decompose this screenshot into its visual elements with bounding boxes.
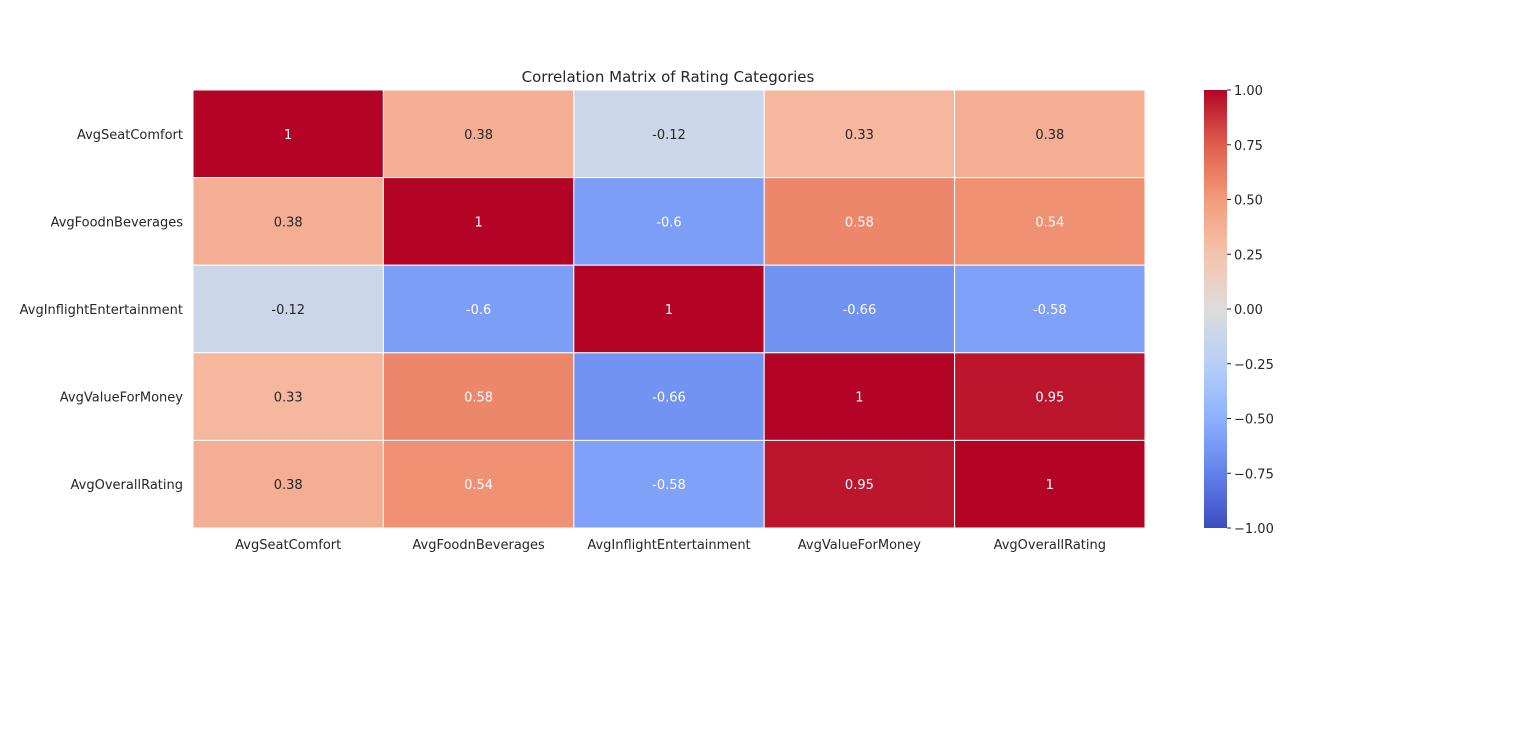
cell-value-label: 0.54 [1035, 215, 1064, 230]
heatmap-cell [192, 89, 384, 179]
colorbar-tick-label: 0.25 [1234, 248, 1263, 263]
colorbar-tick-label: −0.25 [1234, 358, 1274, 373]
cell-value-label: 0.38 [1035, 128, 1064, 143]
cell-value-label: 1 [1046, 478, 1054, 493]
chart-title: Correlation Matrix of Rating Categories [522, 68, 815, 86]
colorbar-tick-label: −0.75 [1234, 467, 1274, 482]
cell-value-label: 0.38 [464, 128, 493, 143]
heatmap-cell [192, 352, 384, 441]
cell-value-label: -0.12 [652, 128, 686, 143]
heatmap-cells [192, 89, 1146, 529]
column-tick-labels: AvgSeatComfort AvgFoodnBeverages AvgInflig… [235, 538, 1106, 553]
cell-value-label: 1 [284, 128, 292, 143]
heatmap-cell [573, 352, 765, 441]
row-tick-label: AvgSeatComfort [77, 128, 183, 143]
heatmap-cell [382, 89, 575, 179]
row-tick-label: AvgInflightEntertainment [20, 303, 183, 318]
heatmap-cell [382, 177, 575, 266]
column-tick-label: AvgOverallRating [994, 538, 1106, 553]
heatmap-cell [382, 264, 575, 354]
cell-value-label: 0.58 [845, 215, 874, 230]
heatmap-cell [382, 352, 575, 441]
heatmap-cell [573, 177, 765, 266]
heatmap-cell [763, 89, 956, 179]
heatmap-cell [192, 439, 384, 529]
colorbar-tick-label: 1.00 [1234, 84, 1263, 99]
heatmap-cell [763, 177, 956, 266]
cell-value-label: 0.95 [1035, 391, 1064, 406]
row-tick-label: AvgValueForMoney [60, 391, 183, 406]
heatmap-cell-labels: 1 0.38 -0.12 0.33 0.38 0.38 1 -0.6 0.58 0.54 -0.12… [271, 128, 1066, 493]
heatmap-cell [382, 439, 575, 529]
cell-value-label: -0.6 [466, 303, 491, 318]
cell-value-label: 0.95 [845, 478, 874, 493]
heatmap-cell [573, 439, 765, 529]
cell-value-label: -0.66 [843, 303, 877, 318]
row-tick-label: AvgFoodnBeverages [51, 215, 184, 230]
row-tick-labels: AvgSeatComfort AvgFoodnBeverages AvgInflig… [20, 128, 184, 493]
heatmap-cell [763, 352, 956, 441]
cell-value-label: 1 [665, 303, 673, 318]
column-tick-label: AvgValueForMoney [798, 538, 921, 553]
cell-value-label: -0.58 [652, 478, 686, 493]
column-tick-label: AvgSeatComfort [235, 538, 341, 553]
cell-value-label: 0.38 [274, 215, 303, 230]
column-tick-label: AvgInflightEntertainment [587, 538, 750, 553]
cell-value-label: -0.6 [656, 215, 681, 230]
heatmap-cell [954, 439, 1146, 529]
heatmap-cell [573, 89, 765, 179]
colorbar-tick-label: 0.75 [1234, 139, 1263, 154]
cell-value-label: 0.58 [464, 391, 493, 406]
cell-value-label: 1 [855, 391, 863, 406]
cell-value-label: 0.33 [274, 391, 303, 406]
heatmap-cell [954, 352, 1146, 441]
cell-value-label: 1 [474, 215, 482, 230]
colorbar-tick-label: −0.50 [1234, 413, 1274, 428]
heatmap-cell [763, 264, 956, 354]
cell-value-label: -0.58 [1033, 303, 1067, 318]
heatmap-cell [954, 264, 1146, 354]
cell-value-label: 0.33 [845, 128, 874, 143]
cell-value-label: -0.66 [652, 391, 686, 406]
cell-value-label: -0.12 [271, 303, 305, 318]
column-tick-label: AvgFoodnBeverages [412, 538, 545, 553]
heatmap-cell [954, 177, 1146, 266]
colorbar-tick-label: −1.00 [1234, 522, 1274, 537]
colorbar-tick-label: 0.50 [1234, 194, 1263, 209]
colorbar-tick-label: 0.00 [1234, 303, 1263, 318]
heatmap-cell [763, 439, 956, 529]
colorbar: 1.00 0.75 0.50 0.25 0.00 −0.25 −0.50 −0.75 −1.00 [1204, 84, 1274, 537]
heatmap-cell [573, 264, 765, 354]
colorbar-gradient [1204, 90, 1227, 528]
cell-value-label: 0.38 [274, 478, 303, 493]
cell-value-label: 0.54 [464, 478, 493, 493]
row-tick-label: AvgOverallRating [71, 478, 183, 493]
